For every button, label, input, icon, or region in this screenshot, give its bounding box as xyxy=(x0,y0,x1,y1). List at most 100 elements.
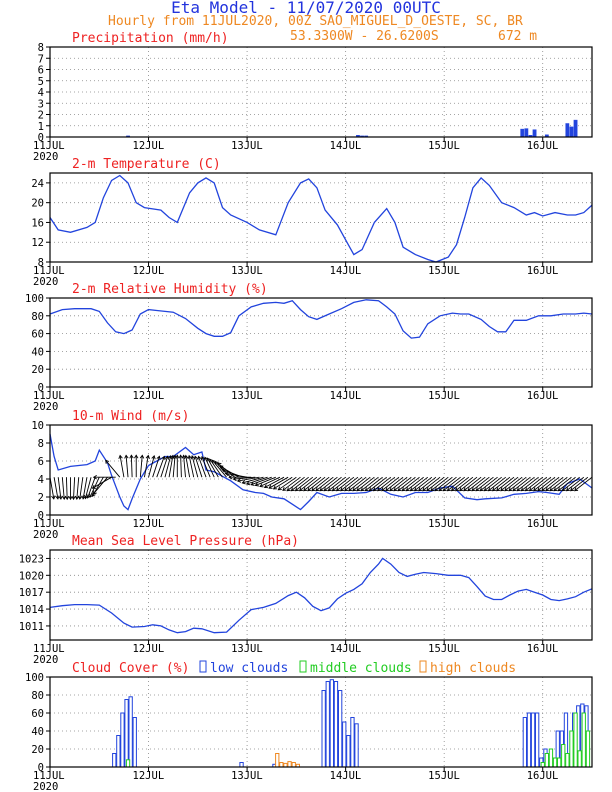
wind-vector-head xyxy=(197,455,202,461)
precipitation-panel-title: Precipitation (mm/h) xyxy=(72,31,229,46)
wind-vector xyxy=(381,476,400,492)
wind-vector-head xyxy=(397,487,402,492)
middle-clouds-bar xyxy=(585,730,591,768)
wind-vector xyxy=(139,455,143,478)
wind-vector-head xyxy=(376,487,382,492)
wind-vector xyxy=(574,476,593,492)
wind-vector-head xyxy=(524,487,529,492)
wind-vector xyxy=(233,476,256,480)
y-tick-label: 1011 xyxy=(19,621,44,633)
x-tick-label: 16JUL xyxy=(527,390,559,402)
wind-vector xyxy=(152,456,160,478)
wind-vector xyxy=(545,476,564,492)
wind-vector xyxy=(393,476,412,492)
wind-vector xyxy=(344,476,363,492)
cloud-panel-title: Cloud Cover (%) xyxy=(72,661,189,676)
wind-vector xyxy=(148,455,155,478)
low-clouds-bar xyxy=(325,681,330,768)
wind-vector xyxy=(332,476,351,492)
wind-vector xyxy=(504,476,523,492)
wind-vector xyxy=(442,476,461,492)
wind-vector-head xyxy=(483,487,488,492)
wind-vector xyxy=(447,476,465,492)
wind-vector-head xyxy=(389,487,394,492)
wind-vector xyxy=(455,476,474,492)
wind-vector xyxy=(562,476,580,492)
wind-vector xyxy=(323,476,342,492)
y-tick-label: 6 xyxy=(38,65,44,77)
precipitation-bar xyxy=(532,129,537,138)
x-tick-label: 15JUL xyxy=(428,140,460,152)
wind-vector-head xyxy=(92,475,97,480)
wind-vector-head xyxy=(561,487,566,492)
wind-vector xyxy=(369,476,387,492)
wind-vector xyxy=(479,476,498,492)
y-tick-label: 16 xyxy=(31,217,44,229)
wind-vector-head xyxy=(129,454,134,459)
wind-vector-head xyxy=(536,487,542,492)
wind-vector xyxy=(549,476,568,492)
wind-vector-head xyxy=(92,490,97,495)
wind-vector-head xyxy=(178,454,183,459)
wind-vector xyxy=(105,460,121,478)
wind-vector xyxy=(537,476,556,492)
wind-vector xyxy=(291,476,309,492)
precipitation-bar xyxy=(565,123,570,138)
y-tick-label: 0 xyxy=(38,510,44,522)
wind-vector xyxy=(76,477,80,500)
wind-vector-head xyxy=(549,487,554,492)
wind-vector-head xyxy=(417,487,423,492)
wind-vector-head xyxy=(553,487,558,492)
legend-swatch xyxy=(419,660,427,673)
wind-vector-head xyxy=(68,495,73,501)
plot-frame xyxy=(49,46,593,138)
wind-vector xyxy=(533,476,552,492)
wind-vector-head xyxy=(282,487,287,491)
wind-vector-head xyxy=(118,454,123,459)
figure-title: Eta Model - 11/07/2020 00UTC xyxy=(171,0,441,17)
precipitation-bar xyxy=(573,119,578,138)
x-tick-label: 12JUL xyxy=(133,518,165,530)
wind-vector-head xyxy=(124,454,129,459)
wind-vector-head xyxy=(272,485,278,490)
wind-vector xyxy=(84,477,92,499)
x-year-label: 2020 xyxy=(33,401,58,413)
wind-vector xyxy=(426,476,445,492)
humidity-panel-title: 2-m Relative Humidity (%) xyxy=(72,282,268,297)
wind-vector xyxy=(451,476,470,492)
wind-vector-head xyxy=(58,495,63,500)
low-clouds-bar xyxy=(128,696,133,768)
middle-clouds-bar xyxy=(565,753,570,768)
wind-vector xyxy=(512,476,531,492)
wind-vector xyxy=(87,477,96,499)
wind-vector-head xyxy=(250,481,255,486)
y-tick-label: 80 xyxy=(31,690,44,702)
wind-vector xyxy=(53,477,59,499)
legend-entry: middle clouds xyxy=(310,661,412,676)
low-clouds-bar xyxy=(116,735,121,768)
temperature-panel-title: 2-m Temperature (C) xyxy=(72,157,221,172)
wind-vector-head xyxy=(307,487,312,492)
wind-vector-head xyxy=(161,455,166,461)
y-tick-label: 0 xyxy=(38,382,44,394)
low-clouds-bar xyxy=(346,735,351,768)
x-tick-label: 14JUL xyxy=(330,140,362,152)
y-tick-label: 1 xyxy=(38,121,44,133)
low-clouds-bar xyxy=(354,723,359,768)
wind-vector-head xyxy=(51,495,56,500)
wind-vector xyxy=(295,476,314,492)
x-tick-label: 12JUL xyxy=(133,770,165,782)
wind-vector-head xyxy=(311,487,316,492)
wind-vector-head xyxy=(356,487,361,492)
wind-vector-head xyxy=(368,487,373,492)
wind-vector xyxy=(397,476,416,492)
wind-vector xyxy=(92,476,108,495)
low-clouds-bar xyxy=(329,679,335,768)
wind-vector-head xyxy=(348,487,353,492)
wind-vector xyxy=(438,476,457,492)
wind-vector xyxy=(250,476,272,486)
x-tick-label: 13JUL xyxy=(231,770,263,782)
wind-vector-head xyxy=(487,487,492,492)
legend-swatch xyxy=(199,660,207,673)
wind-vector xyxy=(553,476,572,492)
